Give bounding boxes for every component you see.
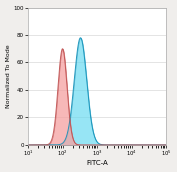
Y-axis label: Normalized To Mode: Normalized To Mode — [5, 44, 11, 108]
X-axis label: FITC-A: FITC-A — [86, 160, 108, 166]
